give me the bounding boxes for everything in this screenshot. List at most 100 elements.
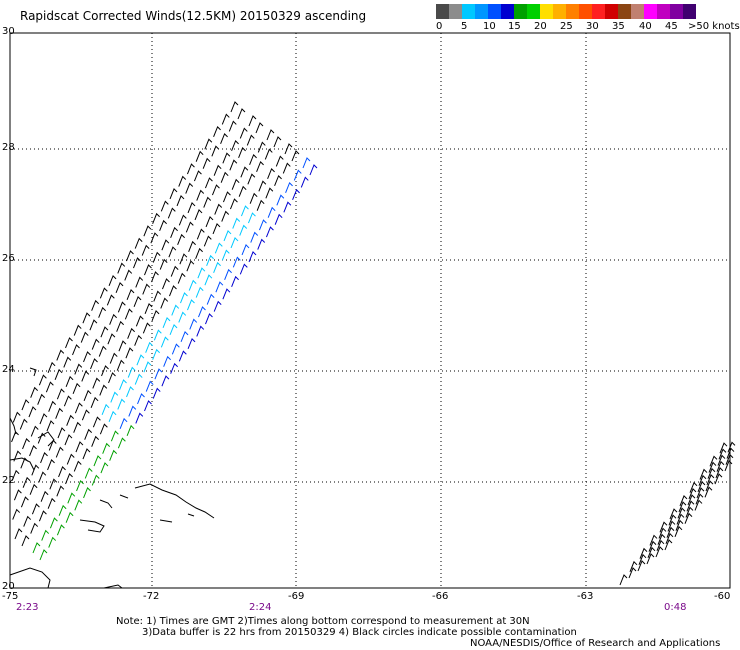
wind-barb <box>215 281 224 293</box>
wind-barb <box>63 356 72 368</box>
wind-barb <box>92 377 101 389</box>
wind-barb <box>100 462 109 474</box>
legend-label: 45 <box>665 21 678 32</box>
wind-barb <box>124 269 133 281</box>
wind-barb <box>74 363 83 375</box>
wind-barb <box>719 442 728 454</box>
wind-barb <box>257 238 266 250</box>
wind-barb <box>678 501 687 513</box>
wind-barb <box>56 388 65 400</box>
wind-barb <box>14 528 23 540</box>
wind-barb <box>144 264 152 276</box>
wind-barb <box>119 379 127 391</box>
wind-barb <box>65 375 74 387</box>
wind-barb <box>221 249 230 261</box>
wind-barb <box>206 254 214 266</box>
wind-barb <box>101 403 110 415</box>
wind-barb <box>66 414 75 426</box>
wind-barb <box>47 459 55 471</box>
wind-barb <box>665 532 674 545</box>
wind-barb <box>189 318 198 330</box>
wind-barb <box>285 181 293 194</box>
wind-barb <box>170 362 178 374</box>
lat-label: 28 <box>2 142 15 153</box>
wind-barb <box>694 499 703 511</box>
wind-barb <box>197 267 206 279</box>
wind-barb <box>29 445 37 457</box>
wind-barb <box>75 441 84 453</box>
wind-barb <box>657 533 666 545</box>
wind-barb <box>37 393 46 405</box>
wind-barb <box>110 391 119 403</box>
wind-barb <box>13 489 22 501</box>
wind-barb <box>152 387 161 399</box>
legend-swatch <box>670 4 683 19</box>
time-label: 2:24 <box>249 602 272 613</box>
wind-barb <box>238 185 247 197</box>
wind-barb <box>58 466 66 478</box>
wind-barb <box>160 200 169 212</box>
wind-barb <box>39 549 48 561</box>
wind-barb <box>237 108 246 120</box>
wind-barb <box>258 180 267 192</box>
wind-barb <box>211 184 220 196</box>
wind-barb <box>276 194 285 206</box>
wind-barb <box>229 198 238 210</box>
wind-barb <box>73 324 82 336</box>
wind-barb <box>265 187 274 199</box>
wind-barb <box>49 517 58 529</box>
wind-barb <box>31 464 40 476</box>
wind-barb <box>629 560 638 573</box>
legend-label: 40 <box>639 21 652 32</box>
wind-barb <box>117 398 126 410</box>
legend-swatch <box>436 4 449 19</box>
wind-barb <box>206 293 215 305</box>
wind-barb <box>178 214 187 226</box>
wind-barb <box>145 380 154 392</box>
legend-swatch <box>579 4 592 19</box>
wind-barb <box>170 226 178 238</box>
wind-barb <box>39 413 48 425</box>
lat-label: 24 <box>2 364 15 375</box>
note-line-1: Note: 1) Times are GMT 2)Times along bot… <box>116 616 530 627</box>
wind-barb <box>659 521 668 533</box>
legend-swatch <box>449 4 462 19</box>
wind-barb <box>145 341 153 353</box>
wind-barb <box>185 182 194 194</box>
wind-barb <box>100 326 109 338</box>
wind-barb <box>639 547 648 559</box>
wind-barb <box>204 177 213 189</box>
wind-barb <box>11 431 19 443</box>
wind-barb <box>715 467 724 479</box>
wind-barb <box>688 488 697 500</box>
wind-barb <box>705 480 714 492</box>
note-line-2: 3)Data buffer is 22 hrs from 20150329 4)… <box>142 627 577 638</box>
wind-barb <box>74 402 83 414</box>
wind-barb <box>195 150 204 162</box>
wind-barb <box>151 271 159 283</box>
wind-barb <box>222 288 231 300</box>
wind-barb <box>247 173 256 185</box>
wind-barb <box>126 250 134 262</box>
wind-barb <box>81 370 90 382</box>
wind-barb <box>30 386 39 398</box>
wind-barb <box>63 395 72 407</box>
wind-barb <box>106 294 115 306</box>
legend-label: 10 <box>483 21 496 32</box>
wind-barb <box>202 157 211 169</box>
wind-barb <box>82 448 91 460</box>
wind-barb <box>302 157 311 169</box>
wind-barb <box>162 278 170 290</box>
wind-barb <box>124 308 133 320</box>
lon-label: -60 <box>714 591 731 602</box>
wind-barb <box>628 567 637 579</box>
wind-barb <box>300 176 309 188</box>
wind-barb <box>91 474 100 486</box>
wind-barb <box>283 201 292 213</box>
wind-barb <box>649 534 658 546</box>
wind-barb <box>666 526 675 538</box>
wind-barb <box>256 199 265 211</box>
wind-barb <box>656 539 665 552</box>
lon-label: -75 <box>2 591 19 602</box>
wind-barb <box>127 366 136 378</box>
